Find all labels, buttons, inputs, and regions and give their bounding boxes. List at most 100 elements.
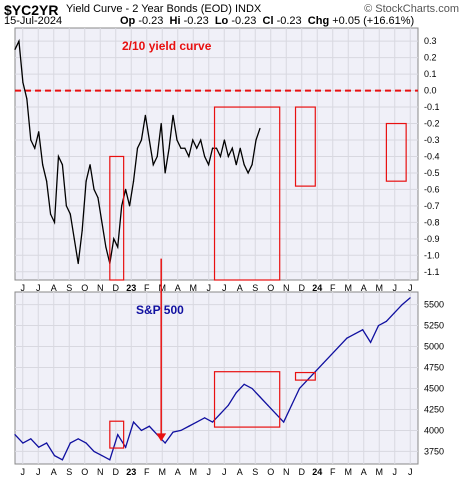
data-point	[267, 404, 269, 406]
data-point	[101, 221, 103, 223]
x-tick-label: F	[330, 467, 336, 477]
data-point	[227, 404, 229, 406]
x-tick-label: A	[237, 283, 243, 293]
data-point	[61, 459, 64, 461]
data-point	[30, 438, 32, 440]
data-point	[180, 429, 182, 432]
data-point	[14, 48, 16, 51]
y-tick-label: -0.9	[424, 234, 440, 244]
panel-2-background	[14, 291, 419, 465]
x-tick-label: D	[113, 283, 120, 293]
date: 15-Jul-2024	[4, 15, 63, 27]
data-point	[125, 446, 127, 448]
data-point	[346, 337, 348, 339]
data-point	[42, 164, 44, 166]
y-tick-label: 5000	[424, 342, 444, 352]
data-point	[377, 324, 380, 327]
x-tick-label: J	[393, 283, 398, 293]
data-point	[204, 155, 206, 158]
x-tick-label: A	[361, 467, 367, 477]
data-point	[255, 139, 257, 141]
data-point	[247, 172, 249, 174]
data-point	[231, 147, 233, 149]
data-point	[121, 205, 123, 207]
y-tick-label: -1.1	[424, 267, 440, 277]
x-tick-label: F	[330, 283, 336, 293]
data-point	[77, 438, 79, 440]
data-point	[140, 139, 143, 141]
data-point	[34, 147, 36, 149]
data-point	[259, 396, 261, 398]
y-tick-label: 5250	[424, 321, 444, 331]
y-tick-label: -0.6	[424, 184, 440, 194]
y-tick-label: 5500	[424, 300, 444, 310]
data-point	[401, 303, 403, 306]
data-point	[128, 205, 131, 207]
x-tick-label: A	[237, 467, 243, 477]
data-point	[53, 221, 56, 223]
data-point	[259, 127, 261, 130]
data-point	[298, 387, 301, 390]
x-tick-label: D	[299, 283, 306, 293]
watermark: © StockCharts.com	[364, 3, 459, 15]
x-tick-label: A	[175, 283, 181, 293]
x-tick-label: J	[408, 467, 413, 477]
data-point	[188, 425, 190, 427]
x-tick-label: S	[66, 467, 72, 477]
y-tick-label: -0.7	[424, 201, 440, 211]
data-point	[105, 246, 107, 248]
data-point	[354, 333, 356, 335]
data-point	[168, 147, 170, 149]
x-tick-label: F	[144, 467, 150, 477]
data-point	[338, 345, 340, 348]
x-tick-label: N	[97, 467, 104, 477]
data-point	[215, 147, 218, 149]
data-point	[85, 180, 87, 182]
data-point	[69, 442, 71, 444]
x-tick-label: J	[36, 283, 41, 293]
data-point	[385, 320, 387, 322]
data-point	[93, 450, 95, 453]
data-point	[290, 404, 293, 406]
data-point	[219, 413, 222, 415]
data-point	[204, 417, 206, 419]
data-point	[409, 297, 411, 299]
data-point	[38, 131, 40, 133]
x-tick-label: D	[113, 467, 120, 477]
series-title: S&P 500	[136, 303, 184, 317]
data-point	[275, 413, 277, 415]
x-tick-label: O	[267, 467, 274, 477]
highlight-box	[109, 155, 125, 281]
data-point	[172, 431, 174, 433]
data-point	[26, 98, 28, 100]
data-point	[322, 362, 324, 364]
data-point	[97, 197, 99, 199]
x-tick-label: J	[222, 283, 227, 293]
x-tick-label: J	[207, 467, 212, 477]
data-point	[46, 180, 48, 182]
x-tick-label: M	[345, 283, 353, 293]
y-tick-label: -0.1	[424, 102, 440, 112]
y-tick-label: -0.4	[424, 151, 440, 161]
x-tick-label: J	[393, 467, 398, 477]
data-point	[77, 262, 79, 265]
data-point	[172, 114, 174, 116]
x-tick-label: M	[345, 467, 353, 477]
x-tick-label: N	[283, 283, 290, 293]
x-tick-label: M	[190, 283, 198, 293]
x-tick-label: A	[175, 467, 181, 477]
x-tick-label: A	[51, 467, 57, 477]
data-point	[101, 455, 103, 457]
x-tick-label: S	[252, 467, 258, 477]
data-point	[227, 155, 229, 158]
data-point	[176, 139, 178, 141]
data-point	[148, 139, 150, 141]
y-tick-label: 4250	[424, 404, 444, 414]
data-point	[393, 312, 395, 314]
x-tick-label: O	[267, 283, 274, 293]
chart-header: $YC2YR Yield Curve - 2 Year Bonds (EOD) …	[0, 0, 463, 28]
data-point	[109, 459, 111, 461]
highlight-box	[109, 420, 125, 449]
x-tick-label: S	[252, 283, 258, 293]
